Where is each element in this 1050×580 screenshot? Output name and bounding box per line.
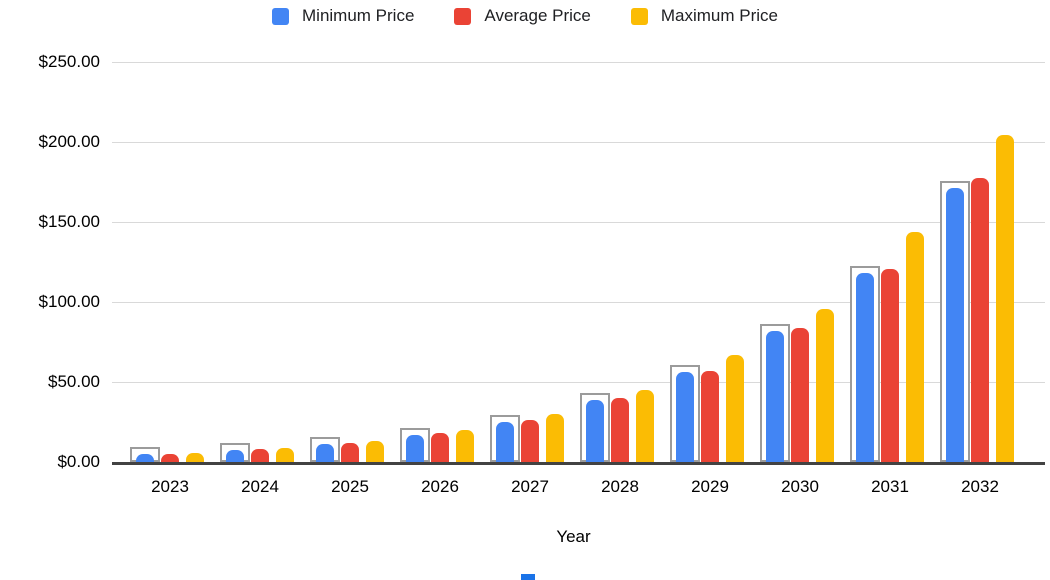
y-tick-label: $50.00 xyxy=(48,372,100,391)
x-tick-label: 2031 xyxy=(871,477,909,496)
x-tick-label: 2026 xyxy=(421,477,459,496)
bar-maximum-price-2028[interactable] xyxy=(636,390,654,462)
bar-maximum-price-2032[interactable] xyxy=(996,134,1014,462)
y-tick-label: $150.00 xyxy=(38,212,100,231)
gridline xyxy=(112,141,1045,143)
x-axis-line xyxy=(112,462,1045,465)
bar-maximum-price-2023[interactable] xyxy=(186,453,204,462)
x-tick-label: 2023 xyxy=(151,477,189,496)
bar-average-price-2025[interactable] xyxy=(341,442,359,462)
minimum-price-swatch-icon xyxy=(272,7,289,25)
x-tick-label: 2032 xyxy=(961,477,999,496)
legend-label: Minimum Price xyxy=(302,6,415,25)
x-tick-label: 2024 xyxy=(241,477,279,496)
bar-minimum-price-2024[interactable] xyxy=(226,449,244,462)
gridline xyxy=(112,381,1045,383)
bar-minimum-price-2030[interactable] xyxy=(766,330,784,462)
bar-minimum-price-2027[interactable] xyxy=(496,422,514,462)
bar-maximum-price-2031[interactable] xyxy=(906,232,924,462)
legend-item-average-price[interactable]: Average Price xyxy=(454,6,591,26)
x-tick-label: 2025 xyxy=(331,477,369,496)
bar-minimum-price-2023[interactable] xyxy=(136,454,154,462)
x-tick-label: 2028 xyxy=(601,477,639,496)
y-tick-label: $0.00 xyxy=(57,452,100,471)
bar-maximum-price-2025[interactable] xyxy=(366,441,384,462)
bar-maximum-price-2024[interactable] xyxy=(276,448,294,462)
bar-average-price-2027[interactable] xyxy=(521,420,539,462)
bar-average-price-2030[interactable] xyxy=(791,328,809,462)
y-tick-label: $200.00 xyxy=(38,132,100,151)
bar-maximum-price-2027[interactable] xyxy=(546,414,564,462)
chart-legend: Minimum Price Average Price Maximum Pric… xyxy=(0,6,1050,26)
bar-minimum-price-2026[interactable] xyxy=(406,434,424,462)
x-axis-title: Year xyxy=(556,527,591,546)
legend-item-minimum-price[interactable]: Minimum Price xyxy=(272,6,414,26)
bar-minimum-price-2025[interactable] xyxy=(316,444,334,462)
legend-item-maximum-price[interactable]: Maximum Price xyxy=(630,6,778,26)
legend-label: Maximum Price xyxy=(660,6,778,25)
bar-minimum-price-2032[interactable] xyxy=(946,188,964,462)
legend-label: Average Price xyxy=(484,6,591,25)
maximum-price-swatch-icon xyxy=(630,7,648,25)
bar-average-price-2023[interactable] xyxy=(161,453,179,462)
bar-minimum-price-2031[interactable] xyxy=(856,273,874,462)
bar-average-price-2028[interactable] xyxy=(611,398,629,462)
bar-maximum-price-2029[interactable] xyxy=(726,354,744,462)
gridline xyxy=(112,61,1045,63)
bar-maximum-price-2030[interactable] xyxy=(816,309,834,462)
bar-average-price-2031[interactable] xyxy=(881,269,899,462)
bar-minimum-price-2028[interactable] xyxy=(586,399,604,462)
gridline xyxy=(112,301,1045,303)
bar-average-price-2029[interactable] xyxy=(701,370,719,462)
partial-blue-element xyxy=(521,574,535,580)
bar-maximum-price-2026[interactable] xyxy=(456,430,474,462)
x-tick-label: 2029 xyxy=(691,477,729,496)
gridline xyxy=(112,221,1045,223)
y-tick-label: $250.00 xyxy=(38,52,100,71)
x-tick-label: 2027 xyxy=(511,477,549,496)
bar-average-price-2032[interactable] xyxy=(971,178,989,462)
bar-average-price-2026[interactable] xyxy=(431,433,449,462)
x-tick-label: 2030 xyxy=(781,477,819,496)
average-price-swatch-icon xyxy=(454,7,472,25)
y-tick-label: $100.00 xyxy=(38,292,100,311)
bar-average-price-2024[interactable] xyxy=(251,449,269,462)
bar-minimum-price-2029[interactable] xyxy=(676,372,694,462)
